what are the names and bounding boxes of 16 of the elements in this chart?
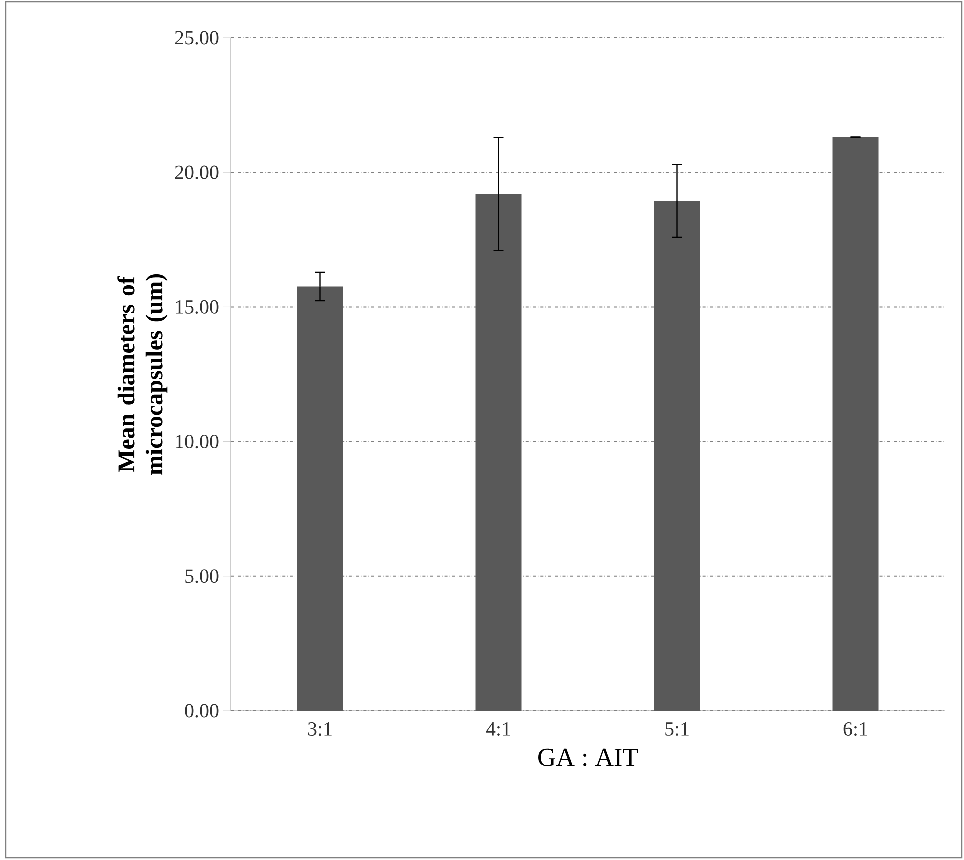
x-tick-label: 6:1 (844, 722, 868, 736)
bar (832, 137, 879, 711)
y-tick-label: 25.00 (175, 31, 219, 45)
x-tick-label: 4:1 (486, 722, 510, 736)
bar (476, 194, 522, 711)
bar (297, 286, 344, 711)
x-tick-label: 5:1 (666, 722, 689, 736)
y-axis-title: Mean diameters of microcapsules (um) (118, 274, 168, 475)
y-tick-label: 15.00 (176, 300, 219, 314)
y-tick-label: 20.00 (175, 166, 219, 180)
bar (654, 201, 700, 711)
x-axis-title: GA : AIT (538, 748, 638, 766)
y-tick-label: 5.00 (186, 570, 219, 584)
y-tick-label: 0.00 (185, 704, 219, 718)
x-tick-label: 3:1 (308, 722, 332, 736)
y-tick-label: 10.00 (176, 435, 219, 449)
